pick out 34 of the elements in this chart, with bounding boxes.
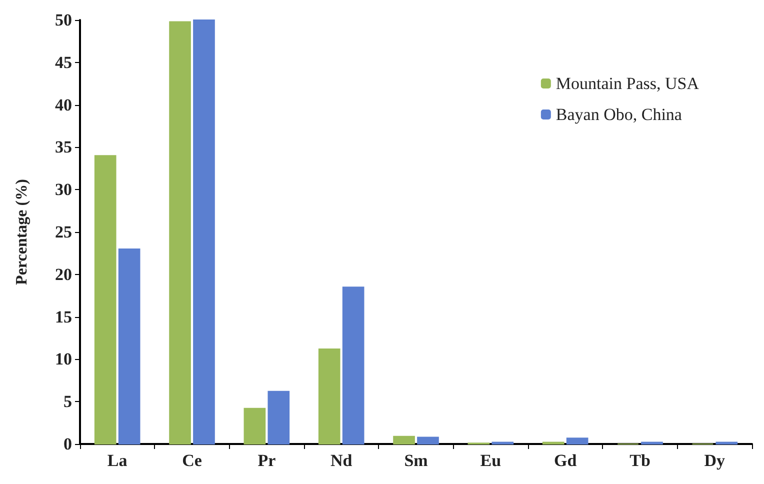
bar	[393, 436, 415, 444]
y-tick-label: 45	[55, 52, 72, 72]
y-tick-label: 10	[55, 350, 72, 369]
y-tick-label: 50	[55, 10, 72, 30]
x-tick-label: Pr	[258, 451, 276, 470]
bar	[94, 155, 116, 444]
bar	[318, 348, 340, 444]
x-tick-label: Nd	[330, 451, 353, 470]
x-tick-label: Gd	[554, 451, 578, 470]
y-tick-label: 35	[55, 138, 72, 157]
bar	[193, 20, 215, 444]
y-axis-title: Percentage (%)	[14, 179, 30, 285]
bar	[169, 21, 191, 444]
bar	[118, 248, 140, 444]
y-tick-label: 40	[55, 95, 72, 114]
x-tick-label: Sm	[404, 451, 428, 470]
y-tick-label: 15	[55, 307, 72, 326]
bar	[342, 286, 364, 444]
bar	[417, 436, 439, 444]
legend-label: Bayan Obo, China	[556, 105, 682, 124]
x-tick-label: Dy	[704, 451, 726, 470]
y-tick-label: 20	[55, 264, 72, 284]
bar	[244, 408, 266, 444]
x-tick-label: La	[107, 451, 128, 470]
bar	[566, 438, 588, 444]
legend-label: Mountain Pass, USA	[556, 74, 700, 93]
bar	[268, 390, 290, 444]
x-tick-label: Eu	[480, 451, 502, 470]
x-tick-label: Ce	[182, 451, 202, 470]
x-tick-label: Tb	[630, 451, 650, 470]
y-tick-label: 5	[64, 392, 72, 412]
y-tick-label: 0	[64, 434, 72, 454]
y-tick-label: 25	[55, 222, 72, 242]
y-tick-label: 30	[55, 180, 72, 200]
